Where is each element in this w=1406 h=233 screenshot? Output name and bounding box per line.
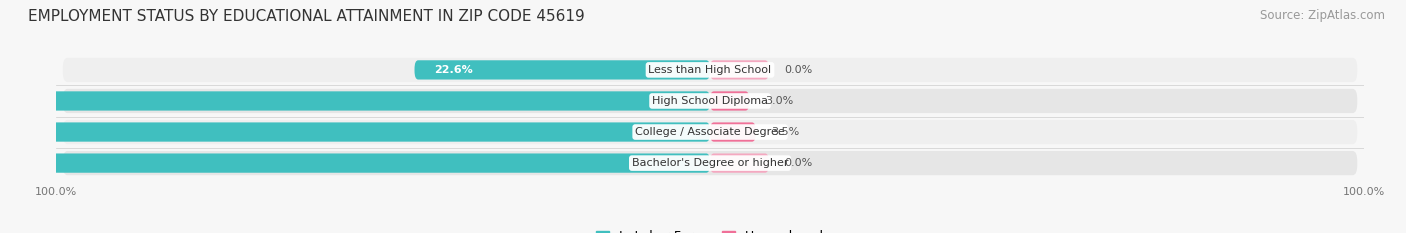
FancyBboxPatch shape bbox=[710, 154, 769, 173]
Text: College / Associate Degree: College / Associate Degree bbox=[636, 127, 785, 137]
FancyBboxPatch shape bbox=[0, 154, 710, 173]
Text: 22.6%: 22.6% bbox=[434, 65, 472, 75]
Text: Less than High School: Less than High School bbox=[648, 65, 772, 75]
FancyBboxPatch shape bbox=[63, 89, 1357, 113]
FancyBboxPatch shape bbox=[710, 122, 756, 142]
FancyBboxPatch shape bbox=[0, 122, 710, 142]
Text: Source: ZipAtlas.com: Source: ZipAtlas.com bbox=[1260, 9, 1385, 22]
Text: 0.0%: 0.0% bbox=[785, 158, 813, 168]
FancyBboxPatch shape bbox=[710, 60, 769, 79]
FancyBboxPatch shape bbox=[415, 60, 710, 79]
Text: Bachelor's Degree or higher: Bachelor's Degree or higher bbox=[631, 158, 789, 168]
Text: 3.5%: 3.5% bbox=[772, 127, 800, 137]
Legend: In Labor Force, Unemployed: In Labor Force, Unemployed bbox=[596, 230, 824, 233]
FancyBboxPatch shape bbox=[710, 91, 749, 111]
Text: EMPLOYMENT STATUS BY EDUCATIONAL ATTAINMENT IN ZIP CODE 45619: EMPLOYMENT STATUS BY EDUCATIONAL ATTAINM… bbox=[28, 9, 585, 24]
FancyBboxPatch shape bbox=[0, 91, 710, 111]
Text: High School Diploma: High School Diploma bbox=[652, 96, 768, 106]
FancyBboxPatch shape bbox=[63, 151, 1357, 175]
FancyBboxPatch shape bbox=[63, 58, 1357, 82]
Text: 3.0%: 3.0% bbox=[765, 96, 793, 106]
Text: 0.0%: 0.0% bbox=[785, 65, 813, 75]
FancyBboxPatch shape bbox=[63, 120, 1357, 144]
